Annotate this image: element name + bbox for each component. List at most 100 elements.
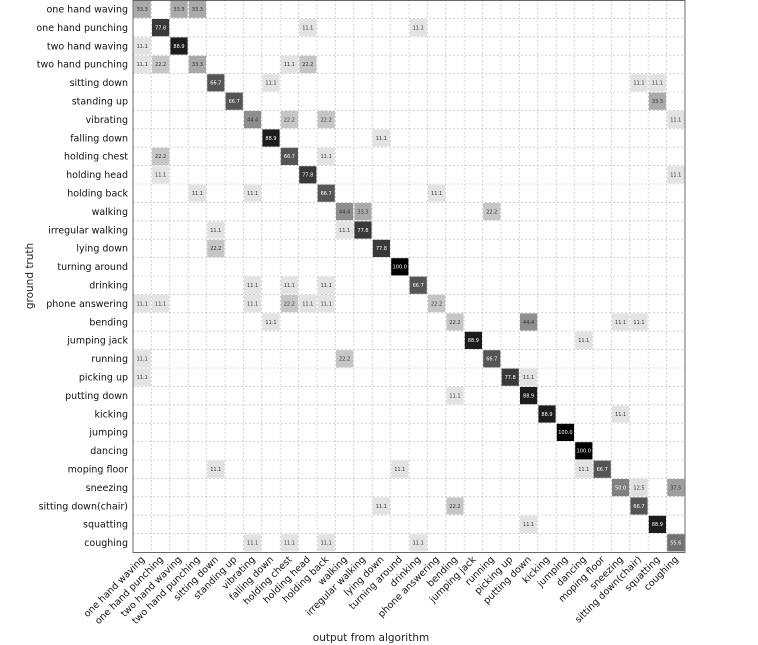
cell-value-label: 11.1 bbox=[523, 375, 534, 381]
matrix-cell bbox=[244, 295, 262, 313]
matrix-cell bbox=[391, 460, 409, 478]
row-label: one hand punching bbox=[36, 23, 128, 34]
matrix-cell bbox=[409, 534, 427, 552]
cell-value-label: 88.9 bbox=[523, 393, 534, 399]
cell-value-label: 37.5 bbox=[670, 485, 681, 491]
row-label: phone answering bbox=[46, 299, 128, 310]
matrix-cell bbox=[520, 368, 538, 386]
matrix-cell bbox=[317, 276, 335, 294]
cell-value-label: 33.3 bbox=[357, 209, 368, 215]
cell-value-label: 11.1 bbox=[137, 375, 148, 381]
cell-value-label: 33.3 bbox=[192, 62, 203, 68]
cell-value-label: 12.5 bbox=[633, 485, 644, 491]
matrix-cell bbox=[152, 19, 170, 37]
cell-value-label: 11.1 bbox=[265, 320, 276, 326]
matrix-cell bbox=[538, 405, 556, 423]
row-label: dancing bbox=[90, 446, 128, 457]
matrix-cell bbox=[612, 405, 630, 423]
row-label: two hand punching bbox=[37, 60, 128, 71]
matrix-cell bbox=[317, 147, 335, 165]
matrix-cell bbox=[299, 295, 317, 313]
cell-value-label: 44.4 bbox=[339, 209, 350, 215]
matrix-cell bbox=[152, 295, 170, 313]
y-axis-title: ground truth bbox=[24, 243, 36, 309]
cell-value-label: 11.1 bbox=[321, 541, 332, 547]
matrix-cell bbox=[188, 0, 206, 18]
cell-value-label: 11.1 bbox=[431, 191, 442, 197]
cell-value-label: 33.3 bbox=[137, 7, 148, 13]
plot-frame bbox=[132, 0, 686, 553]
matrix-cell bbox=[336, 203, 354, 221]
cell-value-label: 11.1 bbox=[615, 320, 626, 326]
cell-value-label: 11.1 bbox=[284, 62, 295, 68]
cell-value-label: 77.8 bbox=[376, 246, 387, 252]
matrix-cell bbox=[133, 350, 151, 368]
cell-value-label: 88.9 bbox=[652, 522, 663, 528]
cell-value-label: 66.7 bbox=[284, 154, 295, 160]
cell-value-label: 11.1 bbox=[449, 393, 460, 399]
matrix-cells: 33.3 33.3 33.3 77.8 11.1 11.1 11.1 88.9 11.1 22.2… bbox=[133, 0, 685, 552]
row-label: walking bbox=[92, 207, 128, 218]
cell-value-label: 44.4 bbox=[523, 320, 534, 326]
cell-value-label: 11.1 bbox=[284, 283, 295, 289]
matrix-cell bbox=[133, 55, 151, 73]
cell-value-label: 11.1 bbox=[413, 541, 424, 547]
matrix-cell bbox=[244, 184, 262, 202]
matrix-cell bbox=[667, 479, 685, 497]
matrix-cell bbox=[648, 74, 666, 92]
matrix-cell bbox=[612, 313, 630, 331]
cell-value-label: 11.1 bbox=[394, 467, 405, 473]
matrix-cell bbox=[207, 74, 225, 92]
cell-value-label: 11.1 bbox=[670, 117, 681, 123]
cell-value-label: 22.2 bbox=[210, 246, 221, 252]
row-label: vibrating bbox=[86, 115, 128, 126]
matrix-cell bbox=[446, 497, 464, 515]
row-label: jumping bbox=[88, 428, 128, 439]
cell-value-label: 66.7 bbox=[413, 283, 424, 289]
matrix-cell bbox=[188, 184, 206, 202]
cell-value-label: 11.1 bbox=[321, 301, 332, 307]
cell-value-label: 88.9 bbox=[541, 412, 552, 418]
row-label: sneezing bbox=[86, 483, 128, 494]
row-label: coughing bbox=[84, 538, 128, 549]
cell-value-label: 22.2 bbox=[155, 62, 166, 68]
matrix-cell bbox=[667, 534, 685, 552]
cell-value-label: 100.0 bbox=[558, 430, 572, 436]
cell-value-label: 11.1 bbox=[137, 301, 148, 307]
cell-value-label: 88.9 bbox=[173, 44, 184, 50]
cell-value-label: 11.1 bbox=[137, 357, 148, 363]
cell-value-label: 11.1 bbox=[247, 301, 258, 307]
matrix-cell bbox=[207, 460, 225, 478]
matrix-cell bbox=[170, 37, 188, 55]
cell-value-label: 77.8 bbox=[302, 173, 313, 179]
grid-lines bbox=[133, 0, 685, 552]
matrix-cell bbox=[317, 295, 335, 313]
row-label: running bbox=[91, 354, 128, 365]
row-labels: one hand waving one hand punching two hand… bbox=[36, 5, 128, 550]
row-label: holding chest bbox=[64, 152, 128, 163]
row-label: sitting down bbox=[70, 78, 128, 89]
cell-value-label: 11.1 bbox=[247, 283, 258, 289]
matrix-cell bbox=[630, 313, 648, 331]
matrix-cell bbox=[391, 258, 409, 276]
matrix-cell bbox=[501, 368, 519, 386]
row-label: lying down bbox=[76, 244, 128, 255]
cell-value-label: 11.1 bbox=[578, 467, 589, 473]
matrix-cell bbox=[630, 74, 648, 92]
matrix-cell bbox=[483, 350, 501, 368]
matrix-cell bbox=[225, 92, 243, 110]
matrix-cell bbox=[520, 387, 538, 405]
matrix-cell bbox=[630, 497, 648, 515]
row-label: drinking bbox=[89, 281, 128, 292]
matrix-cell bbox=[446, 313, 464, 331]
cell-value-label: 22.2 bbox=[284, 117, 295, 123]
cell-value-label: 50.0 bbox=[615, 485, 626, 491]
matrix-cell bbox=[280, 55, 298, 73]
cell-value-label: 22.2 bbox=[449, 320, 460, 326]
matrix-cell bbox=[354, 221, 372, 239]
matrix-cell bbox=[667, 166, 685, 184]
matrix-cell bbox=[409, 19, 427, 37]
matrix-cell bbox=[280, 147, 298, 165]
row-label: bending bbox=[89, 317, 128, 328]
